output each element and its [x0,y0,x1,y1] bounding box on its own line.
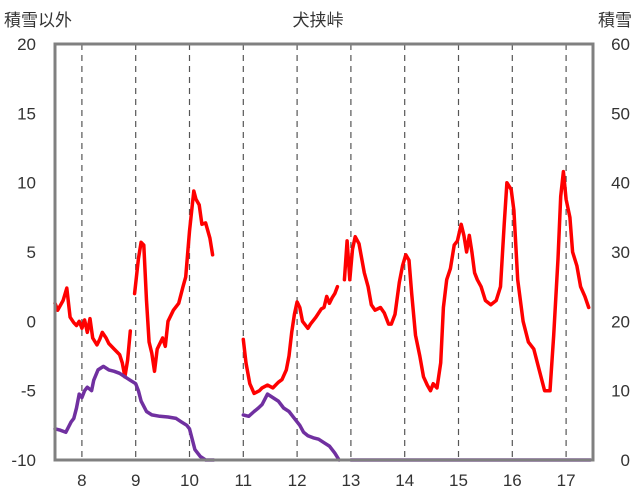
plot-frame [53,42,595,462]
x-tick-label: 16 [503,471,522,490]
series-0-line-segment-3 [342,169,591,393]
left-tick-label: 5 [27,243,36,262]
left-tick-label: 0 [27,312,36,331]
x-tick-label: 9 [131,471,140,490]
series-1-line-segment-0 [53,364,216,462]
right-tick-label: 0 [621,451,630,470]
right-tick-label: 50 [611,104,630,123]
left-tick-label: -5 [21,382,36,401]
x-tick-label: 10 [180,471,199,490]
right-tick-label: 10 [611,382,630,401]
x-tick-label: 8 [77,471,86,490]
x-tick-labels: 8 9 10 11 12 13 14 15 16 17 [77,471,575,490]
right-tick-label: 60 [611,35,630,54]
left-tick-labels: 20 15 10 5 0 -5 -10 [11,35,36,470]
left-tick-label: 20 [17,35,36,54]
left-tick-label: 10 [17,174,36,193]
series-1-line-segment-1 [241,392,341,462]
right-tick-label: 40 [611,174,630,193]
right-tick-label: 30 [611,243,630,262]
left-axis-label: 積雪以外 [4,11,72,31]
right-tick-labels: 60 50 40 30 20 10 0 [611,35,630,470]
series-0-line-segment-0 [53,286,133,379]
series-0-line-segment-2 [241,284,340,396]
x-tick-label: 14 [395,471,414,490]
right-axis-label: 積雪 [598,11,632,31]
x-tick-label: 12 [288,471,307,490]
left-tick-label: -10 [11,451,36,470]
left-tick-label: 15 [17,104,36,123]
x-tick-label: 13 [341,471,360,490]
series-0-line-segment-1 [132,189,215,374]
right-tick-label: 20 [611,312,630,331]
x-tick-label: 17 [557,471,576,490]
x-tick-label: 11 [234,471,252,490]
chart-title: 犬挟峠 [293,11,344,31]
x-tick-label: 15 [449,471,468,490]
grid [81,44,567,460]
